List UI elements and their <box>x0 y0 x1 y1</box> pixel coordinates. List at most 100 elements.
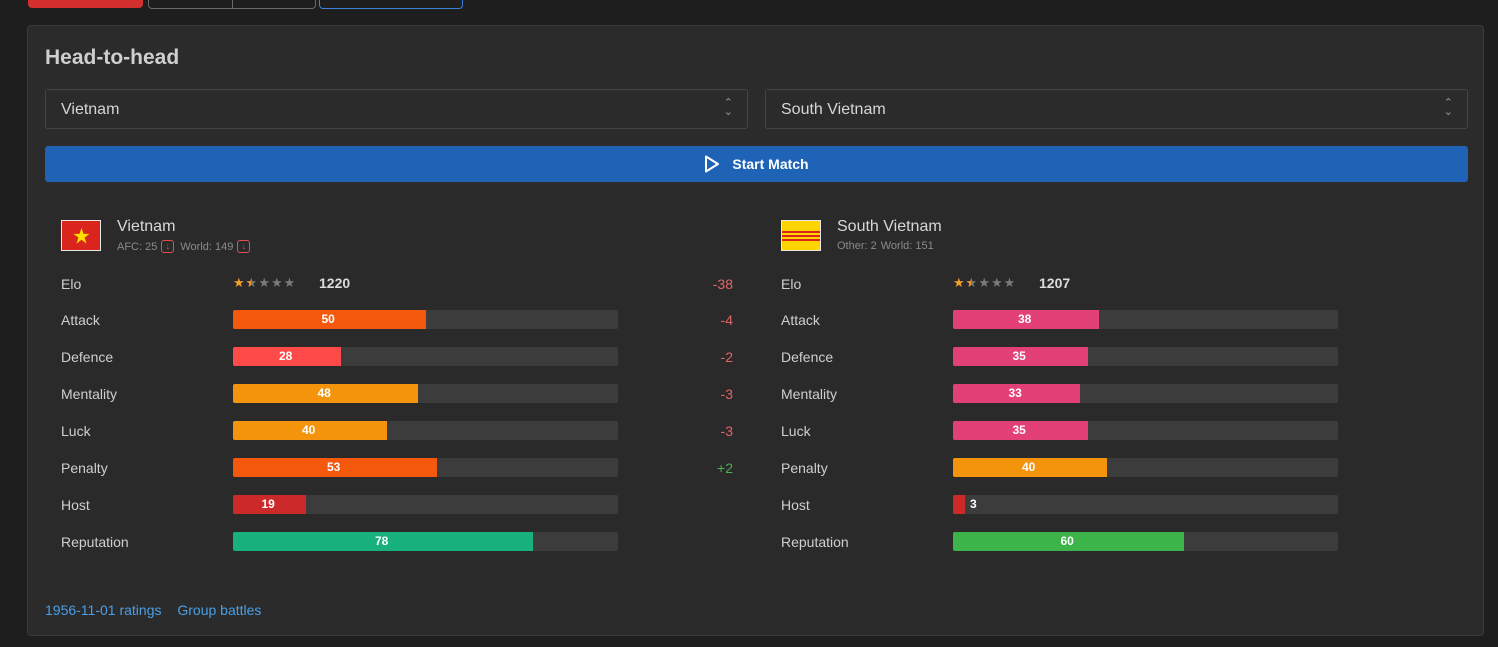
stat-bar: 60 <box>953 532 1338 551</box>
stat-label: Luck <box>781 423 811 439</box>
rating-stars: ★ ★ ★ ★ ★ <box>233 276 296 289</box>
footer-links: 1956-11-01 ratings Group battles <box>45 602 273 618</box>
start-match-label: Start Match <box>732 156 809 172</box>
stat-value: 19 <box>261 497 275 511</box>
section-title: Head-to-head <box>45 46 180 69</box>
team-select-right-value: South Vietnam <box>781 101 886 118</box>
stat-value: 60 <box>1060 534 1074 548</box>
star-icon: ★ <box>283 275 296 290</box>
stat-label: Elo <box>781 276 802 292</box>
stat-bar-fill <box>953 532 1184 551</box>
star-icon: ★ <box>953 275 965 290</box>
stat-bar: 48 <box>233 384 618 403</box>
stat-label: Defence <box>61 349 114 365</box>
stat-label: Attack <box>781 312 820 328</box>
select-chevron-icon: ⌃ ⌄ <box>723 97 733 118</box>
star-icon: ★ <box>258 275 270 290</box>
team-rankings: AFC: 25 ↓ World: 149 ↓ <box>117 240 256 253</box>
stat-label: Defence <box>781 349 834 365</box>
world-rank: World: 149 <box>180 240 234 253</box>
stat-label: Reputation <box>781 534 849 550</box>
team-name: South Vietnam <box>837 218 942 235</box>
stat-value: 3 <box>970 497 977 511</box>
stat-bar: 33 <box>953 384 1338 403</box>
stat-row-reputation: Reputation 78 <box>61 532 741 551</box>
stat-row-elo: Elo★★★★★1207 <box>781 274 1461 293</box>
stat-bar: 35 <box>953 421 1338 440</box>
stat-row-defence: Defence 35 <box>781 347 1461 366</box>
stat-row-host: Host 3 <box>781 495 1461 514</box>
stat-row-mentality: Mentality 48 -3 <box>61 384 741 403</box>
stat-row-attack: Attack 38 <box>781 310 1461 329</box>
ratings-date-link[interactable]: 1956-11-01 ratings <box>45 602 162 618</box>
stat-bar: 40 <box>233 421 618 440</box>
stat-bar-fill <box>953 384 1080 403</box>
stat-value: 53 <box>327 460 341 474</box>
star-icon: ★ <box>246 276 258 289</box>
team-card-left: Vietnam AFC: 25 ↓ World: 149 ↓ Elo★★★★★1… <box>45 201 749 569</box>
stat-bar-fill <box>953 495 965 514</box>
stat-bar-fill <box>953 347 1088 366</box>
top-toggle-option-1[interactable] <box>149 0 232 8</box>
stat-delta: -3 <box>720 423 733 439</box>
start-match-button[interactable]: Start Match <box>45 146 1468 182</box>
confederation-rank: Other: 2 <box>837 240 877 252</box>
stat-delta: -38 <box>712 276 733 292</box>
stat-row-penalty: Penalty 40 <box>781 458 1461 477</box>
stat-label: Mentality <box>61 386 118 402</box>
stat-label: Penalty <box>781 460 828 476</box>
stat-delta: +2 <box>717 460 733 476</box>
stat-bar-fill <box>233 310 426 329</box>
stat-label: Host <box>781 497 810 513</box>
select-chevron-icon: ⌃ ⌄ <box>1443 97 1453 118</box>
stat-row-luck: Luck 35 <box>781 421 1461 440</box>
star-icon: ★ <box>233 275 245 290</box>
stat-delta: -4 <box>720 312 733 328</box>
stat-bar-fill <box>233 384 418 403</box>
team-select-left-value: Vietnam <box>61 101 120 118</box>
stat-row-host: Host 19 <box>61 495 741 514</box>
stat-bar: 28 <box>233 347 618 366</box>
stat-value: 40 <box>1022 460 1036 474</box>
head-to-head-panel: Head-to-head Vietnam ⌃ ⌄ South Vietnam ⌃ ⌄… <box>27 25 1484 636</box>
world-rank: World: 151 <box>880 240 934 252</box>
stat-bar-fill <box>233 495 306 514</box>
top-outline-button[interactable] <box>319 0 463 9</box>
arrow-down-icon: ↓ <box>161 240 175 253</box>
team-rankings: Other: 2 World: 151 <box>837 240 934 252</box>
stat-bar-fill <box>953 310 1099 329</box>
stat-bar: 40 <box>953 458 1338 477</box>
stat-value: 35 <box>1012 423 1026 437</box>
team-select-left[interactable]: Vietnam ⌃ ⌄ <box>45 89 748 129</box>
stat-value: 40 <box>302 423 316 437</box>
stat-value: 33 <box>1008 386 1022 400</box>
stat-bar-fill <box>953 421 1088 440</box>
stat-row-attack: Attack 50 -4 <box>61 310 741 329</box>
south-vietnam-flag-icon <box>781 220 821 251</box>
elo-value: 1220 <box>319 275 351 291</box>
star-icon: ★ <box>270 275 283 290</box>
team-select-right[interactable]: South Vietnam ⌃ ⌄ <box>765 89 1468 129</box>
stat-label: Elo <box>61 276 82 292</box>
top-toggle-option-2[interactable] <box>231 0 316 8</box>
stat-bar: 53 <box>233 458 618 477</box>
team-name: Vietnam <box>117 218 176 235</box>
top-toggle-group[interactable] <box>148 0 316 9</box>
stat-bar-fill <box>233 347 341 366</box>
stat-delta: -2 <box>720 349 733 365</box>
stat-bar: 19 <box>233 495 618 514</box>
stat-bar: 38 <box>953 310 1338 329</box>
stat-label: Attack <box>61 312 100 328</box>
stat-value: 35 <box>1012 349 1026 363</box>
vietnam-flag-icon <box>61 220 101 251</box>
stat-value: 28 <box>279 349 293 363</box>
stat-value: 48 <box>317 386 331 400</box>
stat-bar-fill <box>233 458 437 477</box>
star-icon: ★ <box>966 276 978 289</box>
stat-row-reputation: Reputation 60 <box>781 532 1461 551</box>
stat-row-defence: Defence 28 -2 <box>61 347 741 366</box>
stat-row-mentality: Mentality 33 <box>781 384 1461 403</box>
star-icon: ★ <box>990 275 1003 290</box>
top-red-button[interactable] <box>28 0 143 8</box>
group-battles-link[interactable]: Group battles <box>177 602 262 618</box>
